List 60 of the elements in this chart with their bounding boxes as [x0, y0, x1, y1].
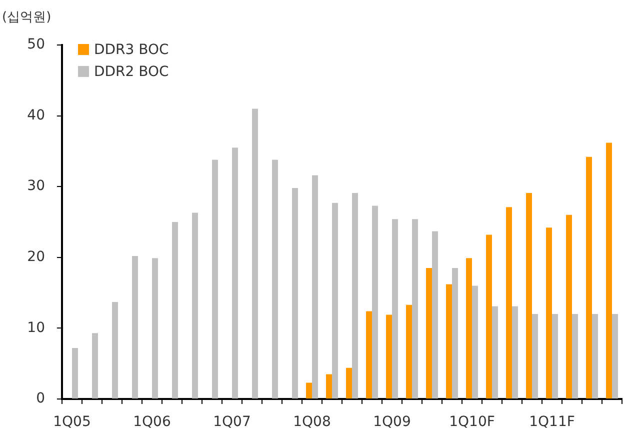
bar — [412, 219, 418, 398]
bar — [592, 314, 598, 398]
bar — [472, 286, 478, 398]
bar — [232, 148, 238, 398]
bar — [172, 222, 178, 398]
bar — [546, 228, 552, 398]
y-tick-label: 20 — [27, 249, 45, 266]
y-tick-label: 40 — [27, 107, 45, 124]
legend-label: DDR2 BOC — [94, 64, 169, 80]
bar — [332, 202, 338, 398]
x-tick-label: 1Q05 — [53, 414, 91, 430]
y-axis-title: (십억원) — [2, 9, 52, 26]
bar — [212, 160, 218, 398]
bar — [312, 175, 318, 398]
bar — [606, 142, 612, 398]
bar — [112, 302, 118, 398]
bar — [506, 207, 512, 398]
x-tick-label: 1Q09 — [373, 414, 411, 430]
legend-label: DDR3 BOC — [94, 42, 169, 58]
x-tick-label: 1Q08 — [293, 414, 331, 430]
bar — [532, 314, 538, 398]
bar — [426, 268, 432, 398]
bar — [466, 258, 472, 398]
bar — [586, 156, 592, 398]
bar — [326, 374, 332, 398]
bar — [292, 188, 298, 398]
bar — [132, 256, 138, 398]
x-tick-label: 1Q10F — [449, 414, 495, 430]
x-tick-label: 1Q11F — [529, 414, 575, 430]
bar — [306, 382, 312, 398]
bar — [192, 212, 198, 398]
bar — [486, 234, 492, 398]
bar — [512, 306, 518, 398]
bar — [526, 192, 532, 398]
y-tick-label: 10 — [27, 320, 45, 336]
bar — [252, 108, 258, 398]
x-tick-label: 1Q06 — [133, 414, 171, 430]
bar — [612, 314, 618, 398]
bar — [452, 268, 458, 398]
y-tick-label: 0 — [36, 390, 45, 407]
x-tick-label: 1Q07 — [213, 414, 251, 430]
bar — [366, 311, 372, 398]
bar — [392, 219, 398, 398]
bar — [386, 314, 392, 398]
bar — [552, 314, 558, 398]
bar — [446, 284, 452, 398]
bar — [372, 206, 378, 398]
bar — [572, 314, 578, 398]
bar — [432, 231, 438, 398]
bar — [92, 333, 98, 398]
bar — [72, 348, 78, 398]
y-tick-label: 50 — [27, 36, 45, 53]
y-tick-label: 30 — [27, 178, 45, 194]
bar — [406, 304, 412, 398]
bar — [492, 306, 498, 398]
bar — [352, 192, 358, 398]
bar — [346, 368, 352, 398]
bar — [272, 160, 278, 398]
bar — [566, 214, 572, 398]
bar — [152, 258, 158, 398]
